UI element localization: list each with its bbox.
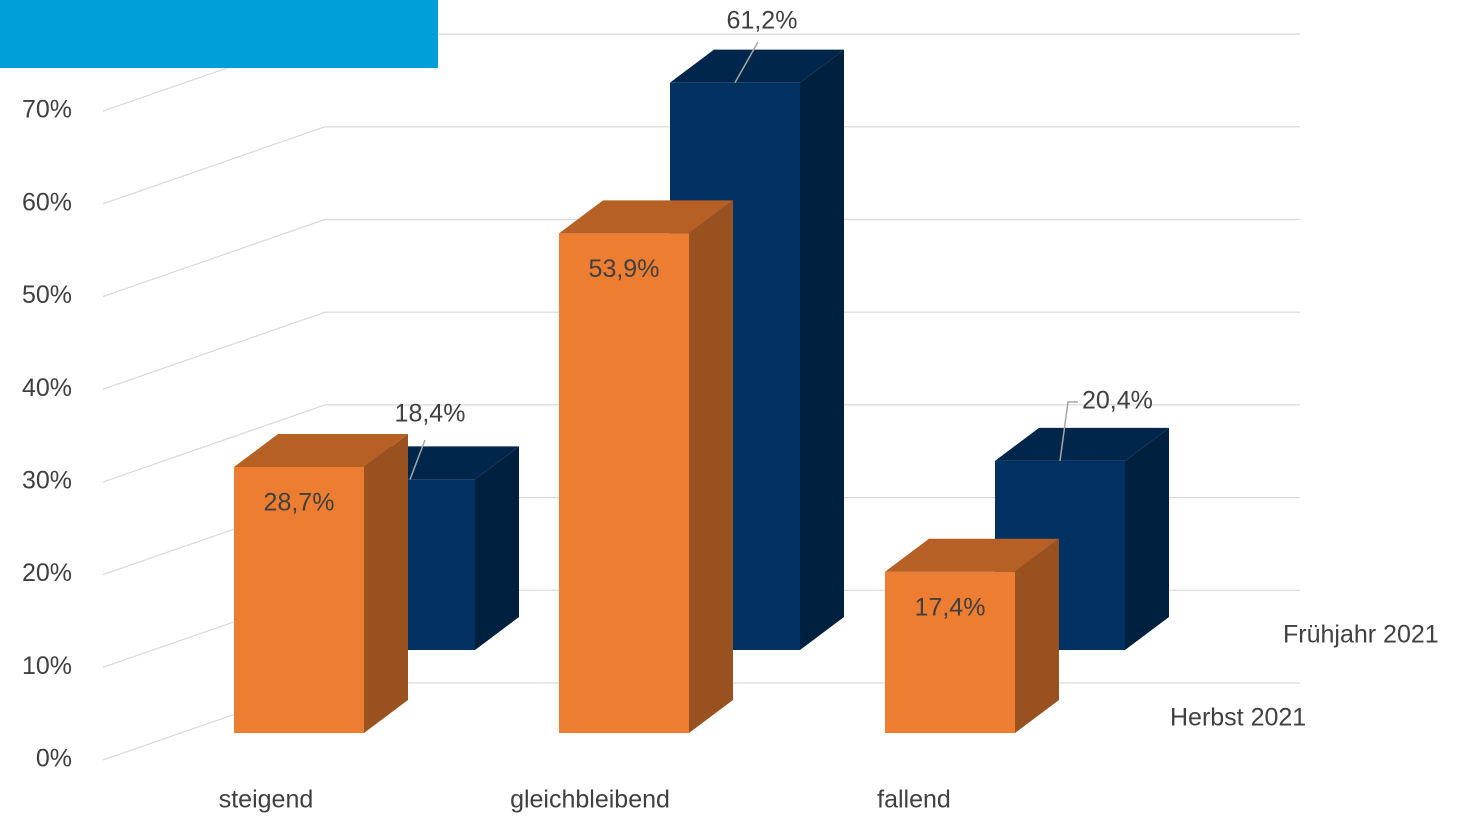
y-tick-label: 60% xyxy=(22,188,72,216)
bar-side xyxy=(1125,427,1169,650)
y-tick-label: 10% xyxy=(22,652,72,680)
leader-line xyxy=(734,41,759,84)
bar-side xyxy=(364,433,408,733)
grid-line xyxy=(102,311,326,390)
bar-top xyxy=(559,200,733,234)
bar-top xyxy=(670,49,844,83)
y-tick-label: 40% xyxy=(22,374,72,402)
bars: 18,4% 61,2% 20,4% 28,7% 53,9% 17,4% xyxy=(234,7,1169,734)
bar-side xyxy=(1015,538,1059,733)
leader-line xyxy=(409,439,426,480)
data-label: 18,4% xyxy=(395,400,466,428)
bar-front xyxy=(234,466,364,733)
y-tick-label: 70% xyxy=(22,96,72,124)
bar-top xyxy=(995,427,1169,461)
x-tick-label: fallend xyxy=(877,786,951,814)
y-tick-label: 0% xyxy=(36,745,72,773)
data-label: 20,4% xyxy=(1082,387,1153,415)
x-tick-label: steigend xyxy=(219,786,314,814)
series-label: Herbst 2021 xyxy=(1170,704,1306,732)
header-banner xyxy=(0,0,438,68)
x-tick-label: gleichbleibend xyxy=(510,786,670,814)
data-label: 53,9% xyxy=(589,255,660,283)
grid-line xyxy=(102,126,326,205)
data-label: 61,2% xyxy=(727,7,798,35)
bar-side xyxy=(475,446,519,650)
y-tick-label: 20% xyxy=(22,559,72,587)
data-label: 28,7% xyxy=(264,489,335,517)
y-tick-label: 30% xyxy=(22,467,72,495)
bar-front xyxy=(885,571,1015,733)
series-label: Frühjahr 2021 xyxy=(1283,621,1439,649)
leader-line xyxy=(1059,401,1078,461)
bar-side xyxy=(689,200,733,734)
y-tick-label: 50% xyxy=(22,281,72,309)
grid-line xyxy=(102,404,326,483)
bar-front xyxy=(559,233,689,734)
grid-line xyxy=(102,218,326,298)
bar-top xyxy=(885,538,1059,572)
bar-side xyxy=(800,49,844,650)
data-label: 17,4% xyxy=(915,593,986,621)
bar-top xyxy=(234,433,408,467)
